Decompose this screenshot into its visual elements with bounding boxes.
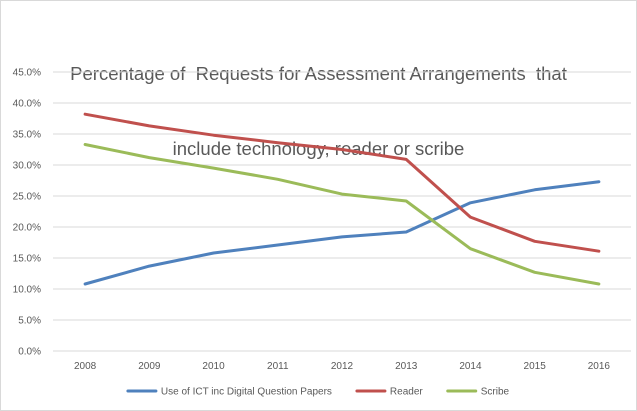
x-tick-label: 2016 bbox=[588, 361, 611, 372]
x-tick-label: 2013 bbox=[395, 361, 418, 372]
y-tick-label: 30.0% bbox=[13, 161, 41, 172]
legend-label-2: Reader bbox=[390, 387, 423, 398]
y-tick-label: 5.0% bbox=[18, 316, 41, 327]
x-tick-label: 2011 bbox=[267, 361, 289, 372]
y-tick-label: 35.0% bbox=[13, 130, 41, 141]
y-tick-label: 15.0% bbox=[13, 254, 41, 265]
legend: Use of ICT inc Digital Question Papers Re… bbox=[126, 387, 510, 398]
y-tick-label: 25.0% bbox=[13, 192, 41, 203]
x-tick-label: 2014 bbox=[459, 361, 482, 372]
chart-title: Percentage of Requests for Assessment Ar… bbox=[1, 11, 636, 211]
x-tick-label: 2012 bbox=[331, 361, 354, 372]
y-tick-label: 40.0% bbox=[13, 99, 41, 110]
y-tick-label: 45.0% bbox=[13, 68, 41, 79]
x-tick-label: 2009 bbox=[138, 361, 161, 372]
y-tick-label: 0.0% bbox=[18, 347, 41, 358]
x-tick-label: 2010 bbox=[202, 361, 225, 372]
y-tick-label: 10.0% bbox=[13, 285, 41, 296]
legend-label-1: Use of ICT inc Digital Question Papers bbox=[161, 387, 332, 398]
x-axis-ticks: 2008 2009 2010 2011 2012 2013 2014 2015 2016 bbox=[74, 361, 610, 372]
y-axis-ticks: 0.0% 5.0% 10.0% 15.0% 20.0% 25.0% 30.0% 35.0% 40… bbox=[13, 68, 41, 358]
gridlines bbox=[53, 71, 631, 352]
legend-label-3: Scribe bbox=[481, 387, 510, 398]
y-tick-label: 20.0% bbox=[13, 223, 41, 234]
chart-title-line-1: Percentage of Requests for Assessment Ar… bbox=[70, 63, 567, 84]
series-lines bbox=[83, 112, 601, 286]
series-line-2 bbox=[83, 112, 601, 253]
x-tick-label: 2008 bbox=[74, 361, 97, 372]
x-tick-label: 2015 bbox=[524, 361, 547, 372]
